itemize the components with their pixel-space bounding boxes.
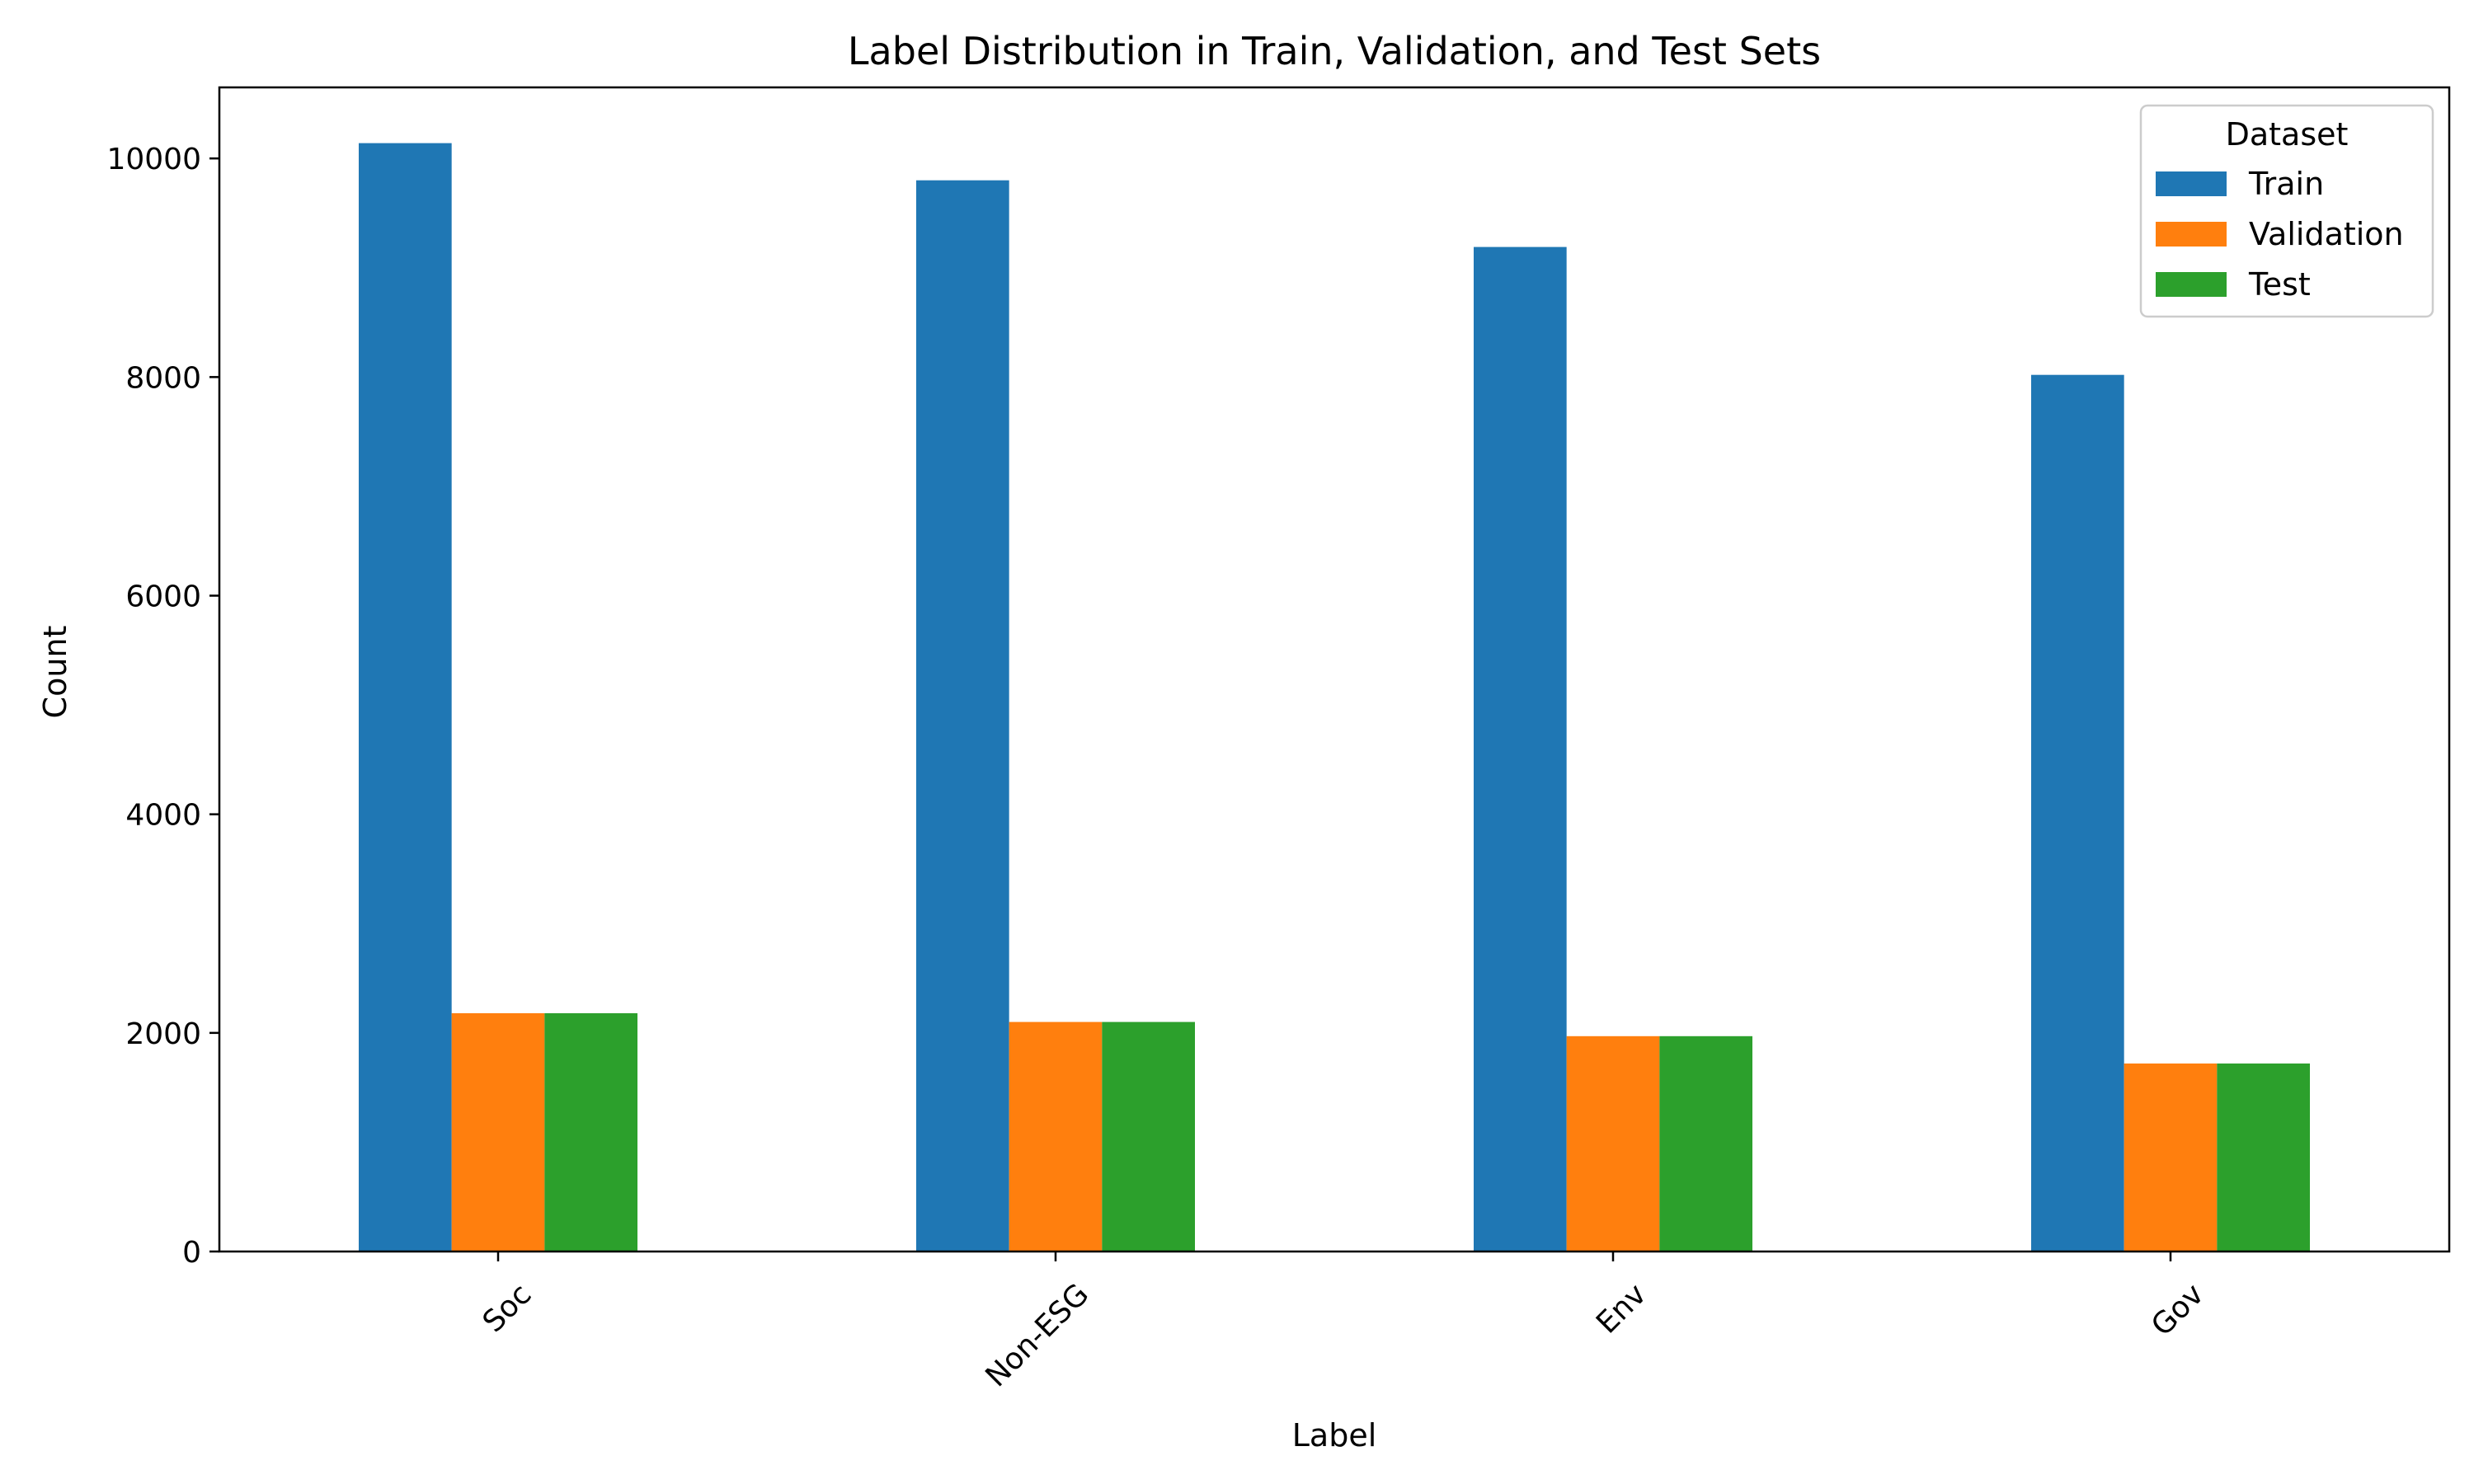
bar-test-env [1659,1036,1752,1252]
legend-swatch-train [2156,171,2227,196]
legend: Dataset Train Validation Test [2139,104,2434,318]
legend-swatch-validation [2156,222,2227,247]
y-tick-label: 8000 [125,361,201,395]
legend-box [2139,104,2434,318]
legend-swatch-test [2156,272,2227,297]
legend-label-train: Train [2248,166,2324,202]
legend-title: Dataset [2226,116,2349,153]
y-axis-label: Count [37,626,73,719]
bar-train-gov [2031,374,2124,1252]
bar-validation-env [1566,1036,1660,1252]
bars-layer [359,143,2310,1252]
y-tick-label: 10000 [106,143,201,176]
bar-test-soc [544,1012,637,1252]
y-tick-label: 0 [182,1236,201,1270]
y-tick-label: 6000 [125,580,201,614]
legend-label-validation: Validation [2249,216,2404,252]
y-tick-label: 4000 [125,799,201,833]
chart-title: Label Distribution in Train, Validation,… [848,29,1821,73]
bar-test-gov [2217,1063,2310,1252]
bar-validation-non-esg [1009,1021,1103,1252]
bar-train-soc [359,143,452,1252]
y-axis: 0 2000 4000 6000 8000 10000 [106,143,219,1270]
bar-test-non-esg [1102,1021,1195,1252]
legend-label-test: Test [2248,266,2311,303]
y-tick-label: 2000 [125,1017,201,1051]
x-axis-label: Label [1292,1417,1377,1453]
bar-validation-soc [451,1012,545,1252]
bar-validation-gov [2124,1063,2218,1252]
bar-train-env [1474,247,1567,1252]
bar-train-non-esg [916,180,1009,1252]
plot-frame [218,86,2451,1253]
